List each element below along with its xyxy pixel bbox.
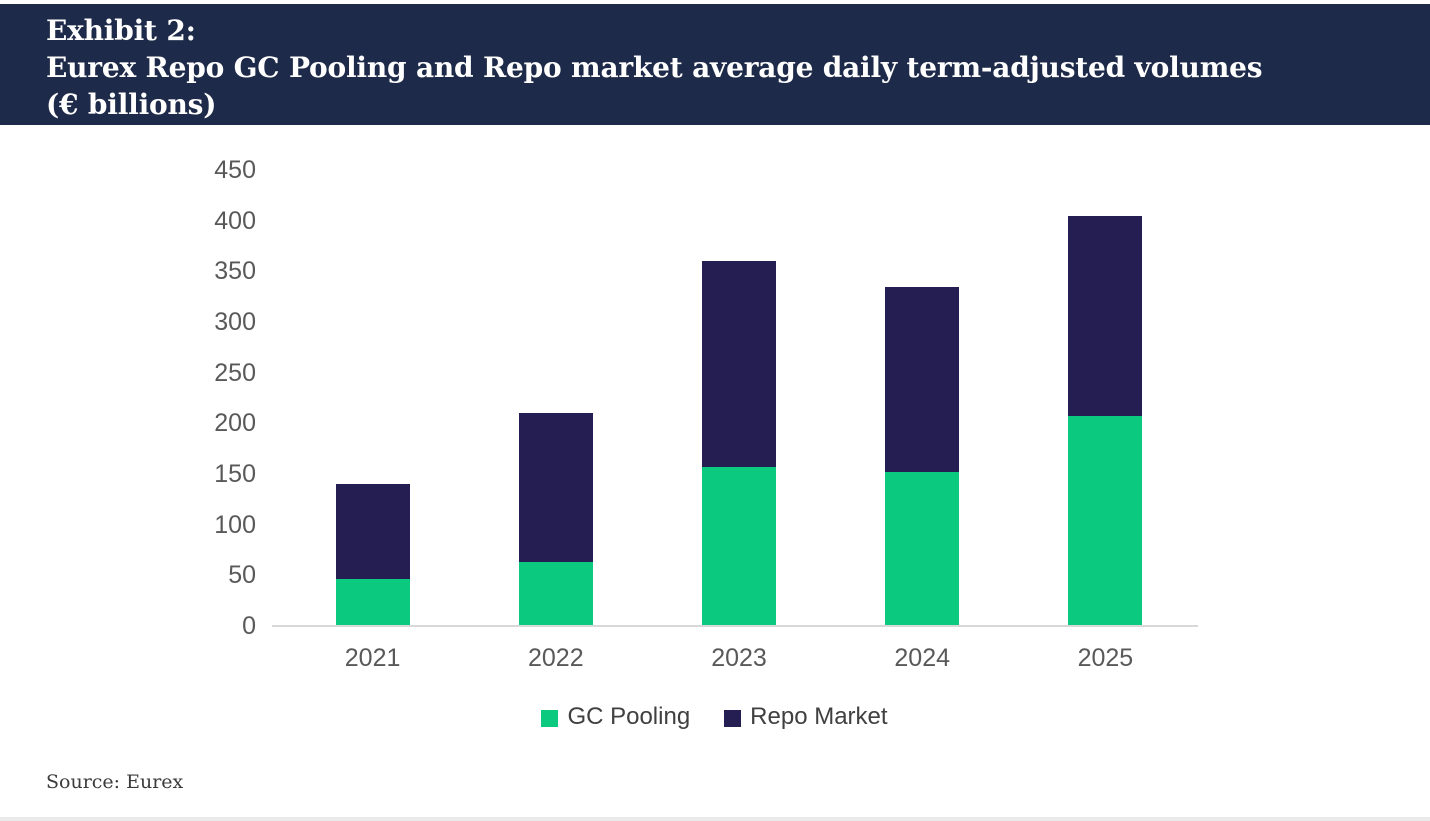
legend-label: Repo Market xyxy=(750,703,888,730)
chart-unit-label: (€ billions) xyxy=(46,88,217,121)
bar-group-2023 xyxy=(647,261,830,626)
bar-segment-repo-market-2023 xyxy=(702,261,776,467)
y-tick-label: 0 xyxy=(242,612,256,640)
legend: GC Pooling Repo Market xyxy=(256,702,1173,732)
bar-group-2022 xyxy=(464,413,647,626)
bar-segment-gc-pooling-2022 xyxy=(518,562,593,626)
bar-group-2021 xyxy=(281,484,464,626)
bar-group-2024 xyxy=(831,286,1014,626)
x-axis-line xyxy=(272,625,1198,627)
bottom-border xyxy=(0,817,1430,821)
bar-stack-2025 xyxy=(1068,215,1143,626)
bar-segment-repo-market-2025 xyxy=(1068,215,1143,417)
bar-segment-gc-pooling-2021 xyxy=(335,579,410,626)
bar-segment-gc-pooling-2025 xyxy=(1068,416,1143,626)
x-tick-label-2022: 2022 xyxy=(527,644,584,672)
exhibit-label: Exhibit 2: xyxy=(46,14,196,47)
bar-segment-gc-pooling-2023 xyxy=(702,466,776,626)
legend-item-gc-pooling: GC Pooling xyxy=(541,703,690,731)
chart-title: Eurex Repo GC Pooling and Repo market av… xyxy=(46,51,1263,84)
y-tick-label: 100 xyxy=(214,510,256,539)
bar-stack-2024 xyxy=(885,286,960,626)
x-tick-label-2024: 2024 xyxy=(894,644,951,672)
source-note: Source: Eurex xyxy=(46,771,184,793)
bar-segment-repo-market-2024 xyxy=(885,286,960,472)
y-tick-label: 300 xyxy=(214,308,256,336)
y-tick-label: 50 xyxy=(228,561,256,590)
bar-segment-gc-pooling-2024 xyxy=(885,471,960,626)
y-tick-label: 400 xyxy=(214,206,256,235)
y-tick-label: 450 xyxy=(214,156,256,184)
x-tick-label-2023: 2023 xyxy=(711,644,767,672)
y-axis: 0 50 100 150 200 250 300 350 400 450 xyxy=(160,157,256,639)
bar-segment-repo-market-2021 xyxy=(335,484,410,580)
y-tick-label: 250 xyxy=(214,358,256,387)
bar-group-2025 xyxy=(1014,215,1197,626)
legend-label: GC Pooling xyxy=(567,703,691,730)
legend-item-repo-market: Repo Market xyxy=(724,703,888,731)
bar-stack-2021 xyxy=(335,484,410,626)
legend-swatch-gc-pooling xyxy=(541,709,559,727)
y-tick-label: 200 xyxy=(214,409,256,438)
x-tick-label-2021: 2021 xyxy=(344,644,401,672)
y-tick-label: 150 xyxy=(214,460,256,488)
bar-stack-2022 xyxy=(518,413,593,626)
x-axis-labels: 2021 2022 2023 2024 2025 xyxy=(281,644,1197,673)
exhibit-header: Exhibit 2: Eurex Repo GC Pooling and Rep… xyxy=(0,4,1430,125)
y-tick-label: 350 xyxy=(214,257,256,286)
bar-stack-2023 xyxy=(702,261,776,626)
x-tick-label-2025: 2025 xyxy=(1077,644,1134,672)
plot-area xyxy=(281,170,1197,626)
bar-segment-repo-market-2022 xyxy=(518,413,593,563)
legend-swatch-repo-market xyxy=(724,709,742,727)
